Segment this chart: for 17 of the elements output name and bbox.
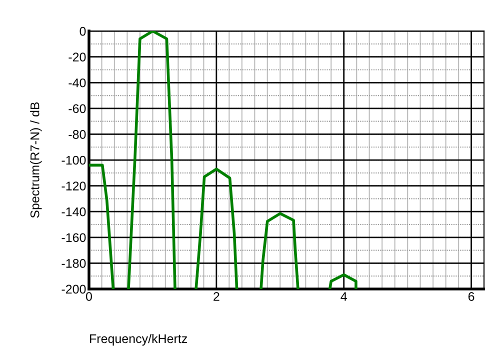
y-tick-label: -140 (62, 207, 86, 216)
y-tick-label: -80 (68, 130, 86, 139)
y-tick-label: -60 (68, 104, 86, 114)
y-tick-label: -20 (68, 52, 86, 62)
x-tick-label: 0 (86, 292, 92, 301)
x-tick-label: 2 (214, 292, 220, 301)
y-tick-label: -200 (62, 284, 86, 294)
y-tick-label: 0 (80, 26, 86, 36)
x-tick-label: 4 (340, 292, 347, 301)
y-tick-label: -180 (62, 258, 86, 268)
y-tick-label: -40 (68, 78, 86, 88)
x-tick-label: 6 (468, 292, 474, 301)
y-tick-label: -160 (62, 233, 86, 242)
x-axis-title: Frequency/kHertz (90, 334, 188, 346)
y-tick-label: -100 (62, 156, 86, 165)
y-axis-title: Spectrum(R7-N) / dB (30, 102, 42, 218)
y-tick-label: -120 (62, 182, 86, 190)
